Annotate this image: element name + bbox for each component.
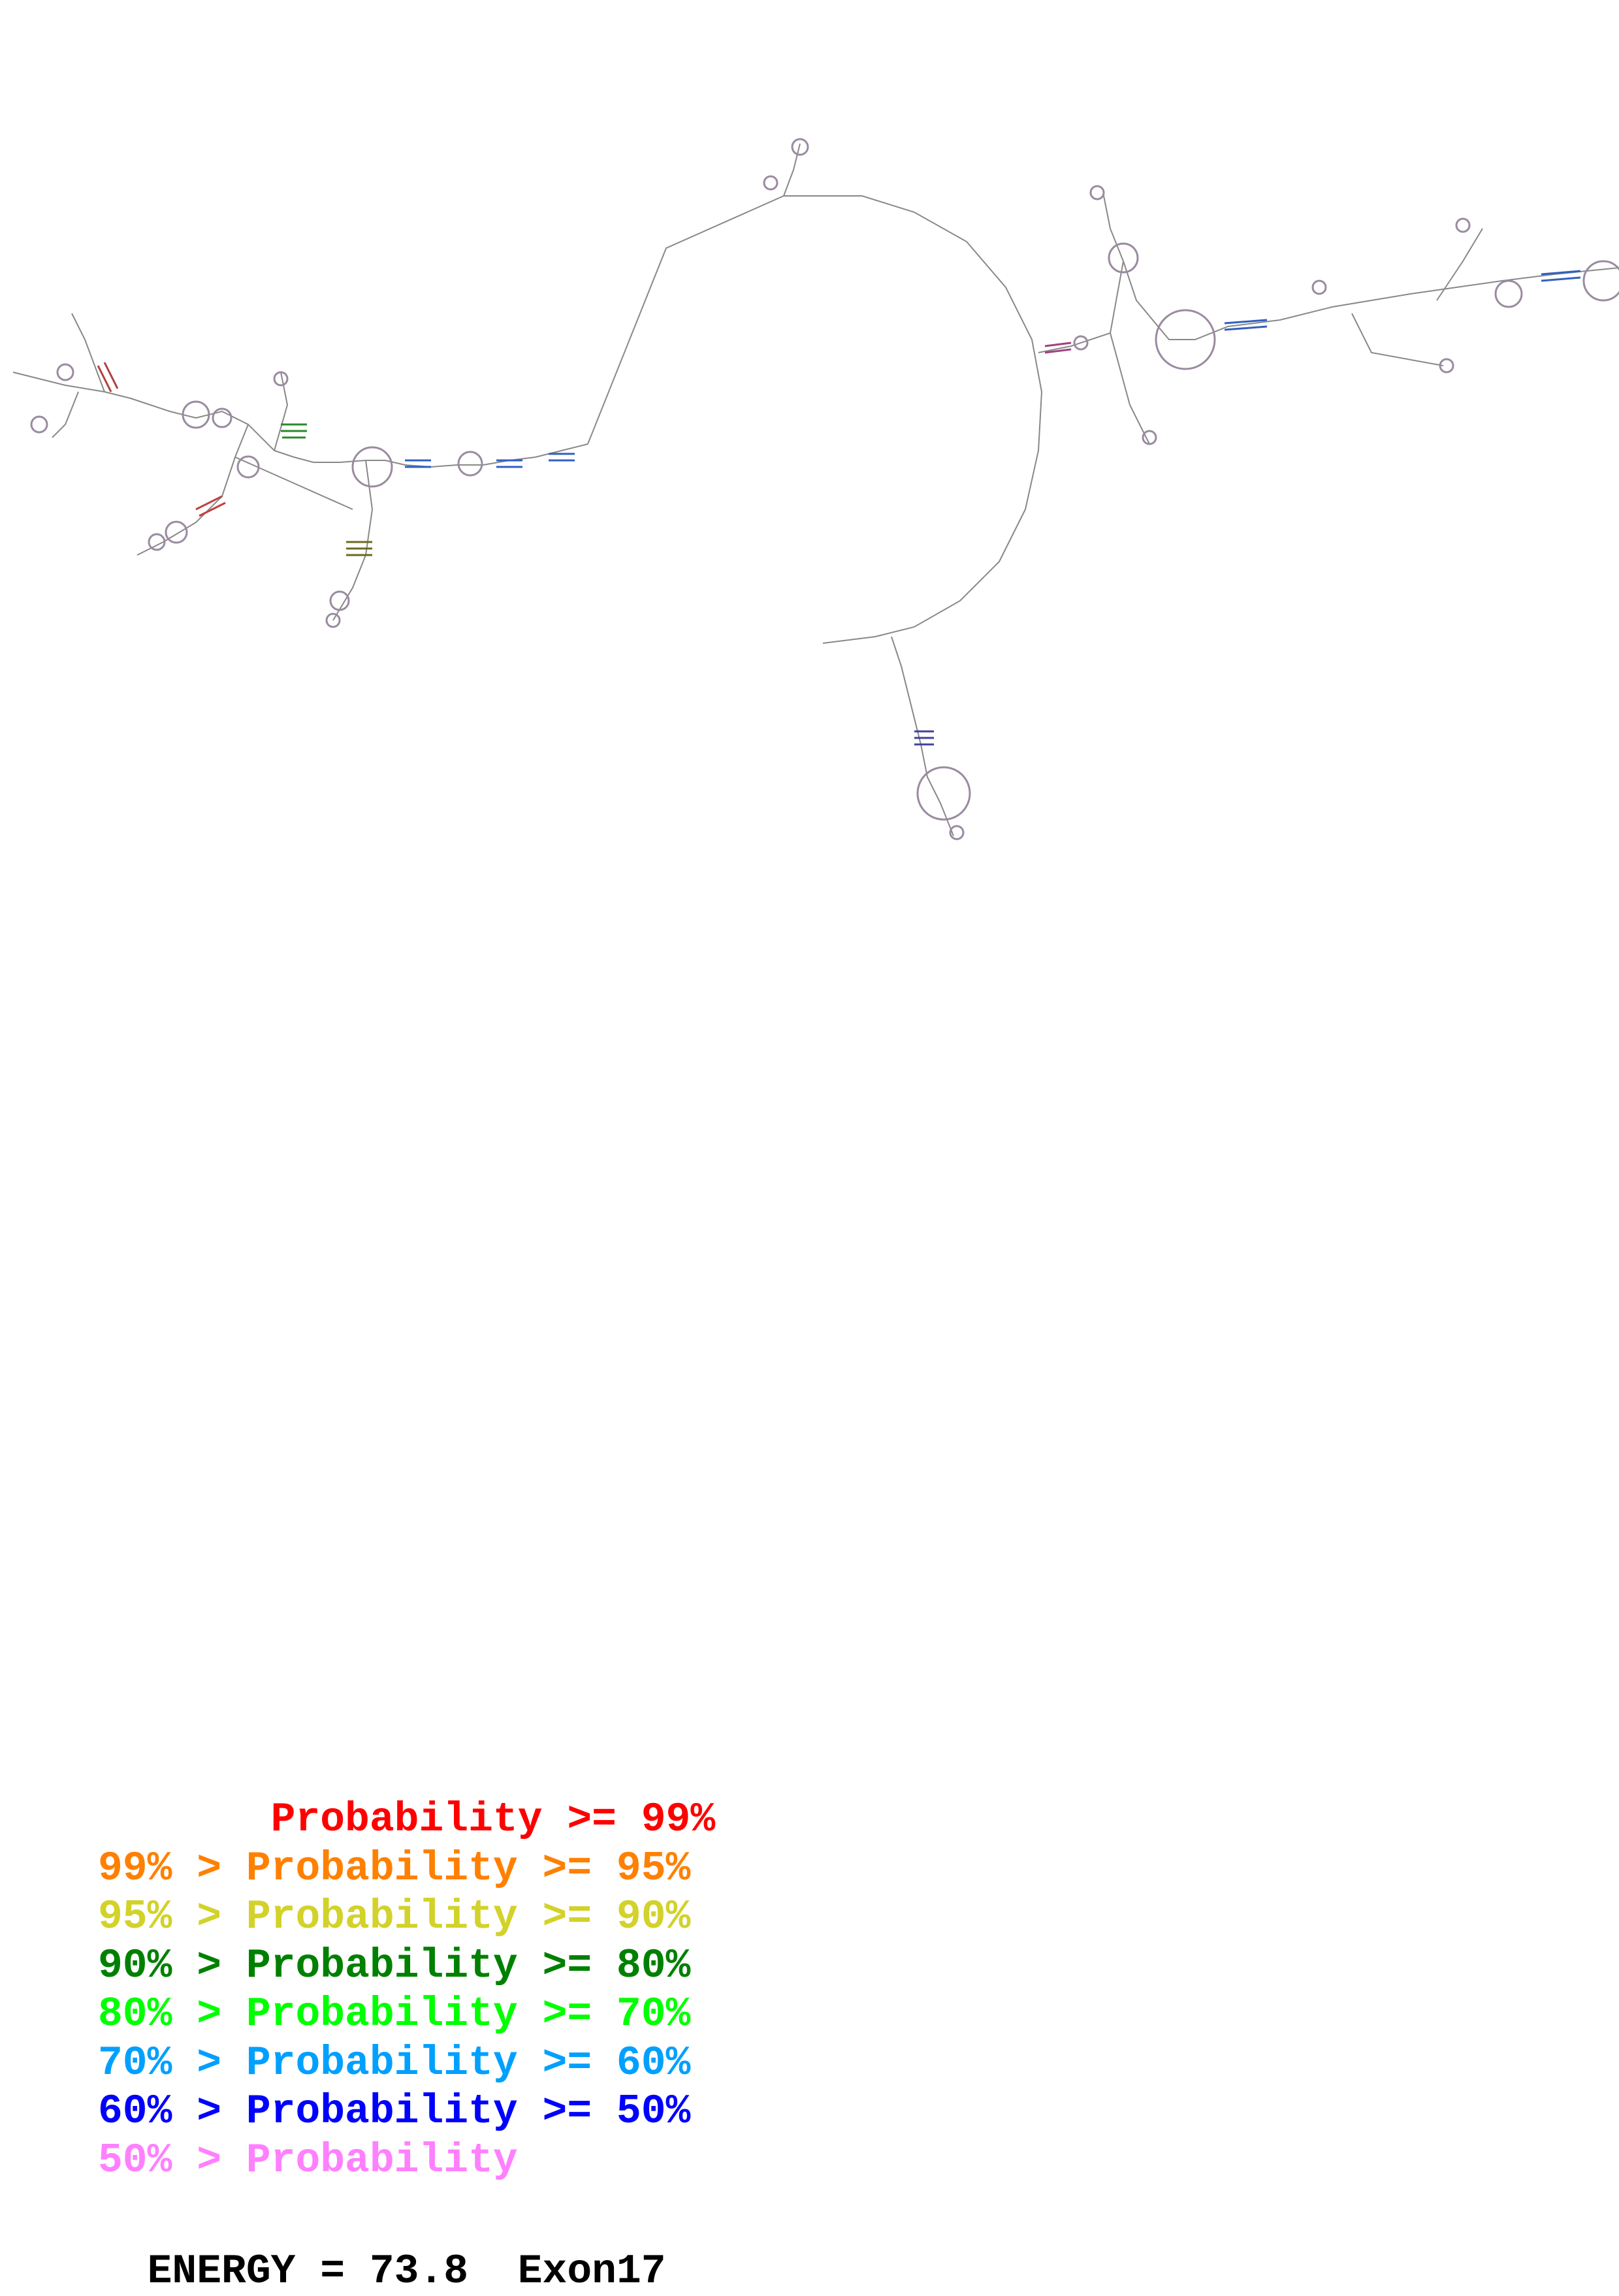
legend-row: 50% > Probability [98,2137,518,2184]
probability-legend: Probability >= 99% 99% > Probability >= 9… [98,1796,715,2185]
legend-row: 60% > Probability >= 50% [98,2088,691,2135]
energy-label: ENERGY = 73.8 [147,2248,469,2295]
rna-secondary-structure [12,138,1619,840]
sequence-name: Exon17 [517,2248,666,2295]
legend-row: Probability >= 99% [98,1796,716,1843]
energy-footer: ENERGY = 73.8 Exon17 [98,2199,666,2296]
loops [30,138,1619,840]
legend-row: 70% > Probability >= 60% [98,2039,691,2086]
helix-base-pairs [97,270,1581,746]
legend-row: 90% > Probability >= 80% [98,1942,691,1989]
backbone-line [12,143,1619,837]
legend-row: 80% > Probability >= 70% [98,1991,691,2037]
legend-row: 99% > Probability >= 95% [98,1845,691,1892]
legend-row: 95% > Probability >= 90% [98,1894,691,1940]
